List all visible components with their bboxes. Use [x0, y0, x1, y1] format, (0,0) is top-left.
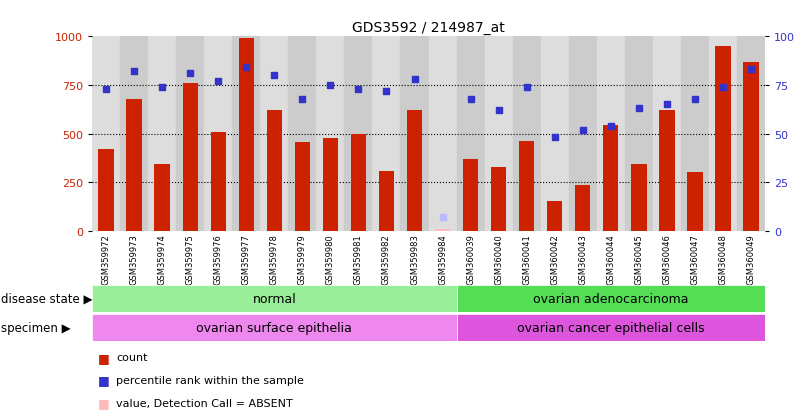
Bar	[127, 99, 142, 231]
Point	[155, 84, 168, 91]
Bar	[92, 285, 457, 312]
Point	[128, 69, 141, 76]
Bar	[120, 37, 148, 231]
Text: ovarian surface epithelia: ovarian surface epithelia	[196, 321, 352, 334]
Bar	[625, 37, 653, 231]
Bar	[239, 39, 254, 231]
Point	[436, 214, 449, 221]
Bar	[491, 167, 506, 231]
Bar	[659, 111, 674, 231]
Bar	[176, 37, 204, 231]
Bar	[92, 314, 457, 341]
Bar	[407, 111, 422, 231]
Bar	[323, 139, 338, 231]
Point	[408, 76, 421, 83]
Bar	[316, 37, 344, 231]
Point	[240, 65, 253, 71]
Bar	[485, 37, 513, 231]
Title: GDS3592 / 214987_at: GDS3592 / 214987_at	[352, 21, 505, 35]
Point	[660, 102, 673, 109]
Bar	[400, 37, 429, 231]
Point	[464, 96, 477, 102]
Bar	[457, 37, 485, 231]
Bar	[435, 229, 450, 231]
Bar	[597, 37, 625, 231]
Point	[211, 78, 224, 85]
Text: disease state ▶: disease state ▶	[1, 292, 92, 305]
Bar	[92, 37, 120, 231]
Point	[745, 67, 758, 74]
Bar	[653, 37, 681, 231]
Bar	[519, 142, 534, 231]
Bar	[513, 37, 541, 231]
Bar	[183, 84, 198, 231]
Bar	[232, 37, 260, 231]
Bar	[379, 172, 394, 231]
Bar	[267, 111, 282, 231]
Bar	[743, 62, 759, 231]
Bar	[148, 37, 176, 231]
Bar	[99, 150, 114, 231]
Text: count: count	[116, 352, 147, 362]
Point	[380, 88, 392, 95]
Point	[604, 123, 617, 130]
Point	[688, 96, 702, 102]
Bar	[715, 47, 731, 231]
Bar	[737, 37, 765, 231]
Bar	[204, 37, 232, 231]
Bar	[295, 143, 310, 231]
Point	[184, 71, 197, 77]
Point	[548, 135, 561, 141]
Bar	[344, 37, 372, 231]
Text: ovarian adenocarcinoma: ovarian adenocarcinoma	[533, 292, 689, 305]
Bar	[457, 285, 765, 312]
Bar	[575, 186, 590, 231]
Bar	[603, 126, 618, 231]
Point	[296, 96, 309, 102]
Bar	[541, 37, 569, 231]
Bar	[681, 37, 709, 231]
Bar	[351, 134, 366, 231]
Bar	[260, 37, 288, 231]
Bar	[463, 159, 478, 231]
Point	[521, 84, 533, 91]
Bar	[687, 173, 702, 231]
Text: value, Detection Call = ABSENT: value, Detection Call = ABSENT	[116, 398, 293, 408]
Point	[324, 83, 336, 89]
Bar	[457, 314, 765, 341]
Point	[352, 86, 365, 93]
Point	[576, 127, 589, 134]
Bar	[288, 37, 316, 231]
Point	[633, 106, 646, 112]
Bar	[547, 201, 562, 231]
Point	[268, 73, 280, 79]
Text: ■: ■	[99, 373, 110, 387]
Bar	[372, 37, 400, 231]
Bar	[155, 164, 170, 231]
Bar	[429, 37, 457, 231]
Bar	[569, 37, 597, 231]
Point	[492, 108, 505, 114]
Point	[717, 84, 730, 91]
Text: normal: normal	[252, 292, 296, 305]
Text: ■: ■	[99, 351, 110, 364]
Bar	[211, 132, 226, 231]
Text: specimen ▶: specimen ▶	[1, 321, 70, 334]
Bar	[631, 164, 646, 231]
Text: ■: ■	[99, 396, 110, 409]
Bar	[709, 37, 737, 231]
Point	[99, 86, 112, 93]
Text: ovarian cancer epithelial cells: ovarian cancer epithelial cells	[517, 321, 705, 334]
Text: percentile rank within the sample: percentile rank within the sample	[116, 375, 304, 385]
